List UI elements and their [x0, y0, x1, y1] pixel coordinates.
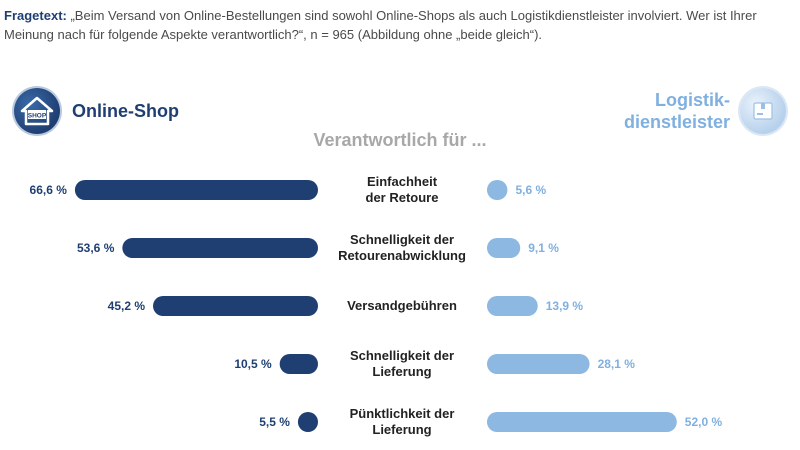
shop-logo-text: SHOP — [28, 113, 47, 120]
data-label-online-shop: 53,6 % — [77, 241, 115, 255]
question-text: Fragetext: „Beim Versand von Online-Best… — [4, 6, 796, 44]
legend-online-shop: SHOP Online-Shop — [14, 88, 179, 134]
category-label: Schnelligkeit der Retourenabwicklung — [338, 232, 466, 263]
bar-logistik — [487, 296, 538, 316]
bar-online-shop — [279, 354, 318, 374]
bar-online-shop — [122, 238, 318, 258]
legend-logistik: Logistik- dienstleister — [624, 88, 786, 134]
bar-logistik — [487, 412, 677, 432]
shop-house-icon: SHOP — [14, 88, 60, 134]
category-label: Einfachheit der Retoure — [366, 174, 439, 205]
legend-label-online-shop: Online-Shop — [72, 100, 179, 121]
bar-logistik — [487, 354, 590, 374]
data-label-online-shop: 10,5 % — [234, 357, 272, 371]
question-body: „Beim Versand von Online-Bestellungen si… — [4, 8, 757, 42]
data-label-logistik: 5,6 % — [515, 183, 546, 197]
data-label-logistik: 9,1 % — [528, 241, 559, 255]
bar-online-shop — [153, 296, 318, 316]
data-label-online-shop: 5,5 % — [259, 415, 290, 429]
bar-logistik — [487, 238, 521, 258]
data-label-logistik: 13,9 % — [546, 299, 584, 313]
category-label: Pünktlichkeit der Lieferung — [350, 406, 455, 437]
data-label-online-shop: 66,6 % — [30, 183, 68, 197]
chart-subtitle: Verantwortlich für ... — [313, 130, 487, 150]
data-label-online-shop: 45,2 % — [108, 299, 146, 313]
data-label-logistik: 52,0 % — [685, 415, 723, 429]
diverging-bar-chart: 66,6 % 5,6 % Einfachheit der Retoure 53,6 % 9… — [30, 174, 723, 437]
bar-logistik — [487, 180, 508, 200]
legend-label-logistik: Logistik- dienstleister — [623, 90, 730, 132]
bar-online-shop — [74, 180, 318, 200]
category-label: Versandgebühren — [347, 298, 457, 313]
question-label: Fragetext: — [4, 8, 67, 23]
bar-online-shop — [297, 412, 318, 432]
parcel-icon — [740, 88, 786, 134]
category-label: Schnelligkeit der Lieferung — [350, 348, 454, 379]
data-label-logistik: 28,1 % — [598, 357, 636, 371]
